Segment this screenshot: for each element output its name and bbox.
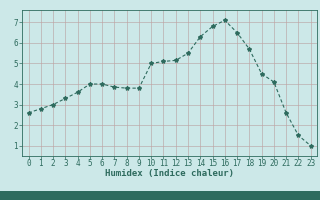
X-axis label: Humidex (Indice chaleur): Humidex (Indice chaleur) (105, 169, 234, 178)
